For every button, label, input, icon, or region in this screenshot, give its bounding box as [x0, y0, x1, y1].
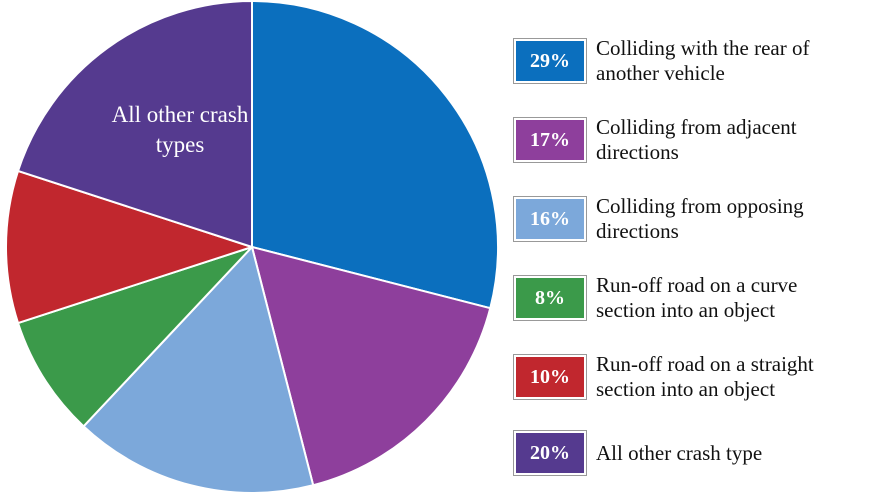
legend-value-label: 8% [513, 275, 587, 321]
legend-label: Colliding with the rear of another vehic… [596, 36, 810, 85]
legend-value-label: 17% [513, 117, 587, 163]
legend-label: All other crash type [596, 440, 763, 465]
legend-entry: 29% Colliding with the rear of another ve… [513, 36, 856, 86]
legend-value-label: 16% [513, 196, 587, 242]
legend-entry: 17% Colliding from adjacent directions [513, 115, 856, 165]
pie-slice [16, 246, 253, 428]
legend-value-label: 10% [513, 354, 587, 400]
legend-entry: 20% All other crash type [513, 430, 856, 476]
pie-slice [5, 169, 256, 325]
legend-label: Run-off road on a curve section into an … [596, 273, 798, 322]
legend-entry: 16% Colliding from opposing directions [513, 194, 856, 244]
legend-label: Colliding from adjacent directions [596, 115, 797, 164]
legend-value-label: 29% [513, 38, 587, 84]
legend-entry: 8% Run-off road on a curve section into a… [513, 273, 856, 323]
legend-label: Colliding from opposing directions [596, 194, 804, 243]
pie-slice [250, 245, 492, 487]
legend-value-label: 20% [513, 430, 587, 476]
pie-slice [251, 0, 499, 310]
legend-entry: 10% Run-off road on a straight section in… [513, 352, 856, 402]
pie-slice [82, 244, 315, 494]
slice-annotation: All other crash types [111, 102, 249, 157]
legend-label: Run-off road on a straight section into … [596, 352, 814, 401]
pie-slice [16, 0, 253, 249]
